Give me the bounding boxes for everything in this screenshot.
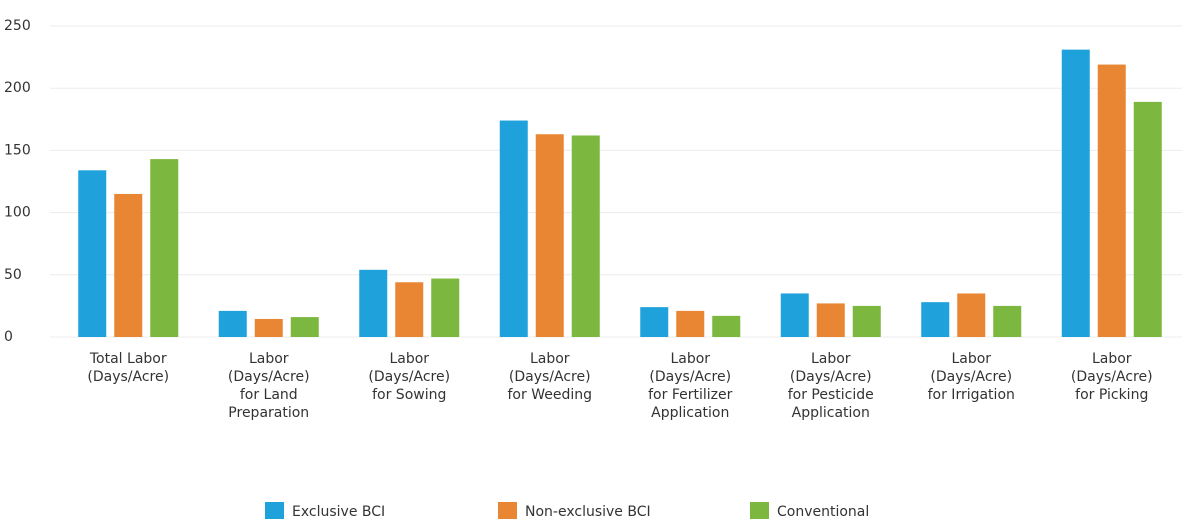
bar [712, 315, 741, 337]
bar [290, 317, 319, 337]
bar [1061, 49, 1090, 338]
bar [499, 120, 528, 337]
bar [993, 305, 1022, 337]
legend-swatch [750, 502, 769, 519]
bar [395, 282, 424, 337]
legend-label: Conventional [777, 504, 869, 519]
x-tick-label: Labor (Days/Acre) for Pesticide Applicat… [787, 351, 874, 421]
y-tick-label: 50 [4, 267, 22, 283]
bar [640, 307, 669, 337]
x-tick-label: Labor (Days/Acre) for Weeding [507, 351, 593, 403]
bar [921, 302, 950, 337]
legend-swatch [265, 502, 284, 519]
x-tick-label: Labor (Days/Acre) for Fertilizer Applica… [648, 351, 733, 421]
bar [780, 293, 809, 337]
y-tick-label: 200 [4, 80, 31, 96]
bar [78, 170, 107, 337]
x-tick-label: Labor (Days/Acre) for Land Preparation [227, 351, 310, 421]
x-tick-label: Total Labor (Days/Acre) [87, 351, 170, 385]
bar [852, 305, 881, 337]
legend-label: Non-exclusive BCI [525, 504, 651, 519]
y-tick-label: 250 [4, 18, 31, 34]
x-tick-label: Labor (Days/Acre) for Irrigation [927, 351, 1015, 403]
bar [431, 278, 460, 337]
y-tick-label: 150 [4, 142, 31, 158]
bar [816, 303, 845, 337]
legend-swatch [498, 502, 517, 519]
bar [150, 159, 179, 337]
bar [218, 310, 247, 337]
bar [114, 193, 143, 337]
legend-label: Exclusive BCI [292, 504, 385, 519]
bar [535, 134, 564, 337]
bar [1097, 64, 1126, 338]
bar [571, 135, 600, 337]
bar [254, 318, 283, 337]
bar [676, 310, 705, 337]
x-tick-label: Labor (Days/Acre) for Picking [1070, 351, 1153, 403]
bar [957, 293, 986, 337]
y-tick-label: 0 [4, 329, 13, 345]
bar [359, 269, 388, 337]
bar [1133, 101, 1162, 337]
x-tick-label: Labor (Days/Acre) for Sowing [368, 351, 451, 403]
y-tick-label: 100 [4, 205, 31, 221]
